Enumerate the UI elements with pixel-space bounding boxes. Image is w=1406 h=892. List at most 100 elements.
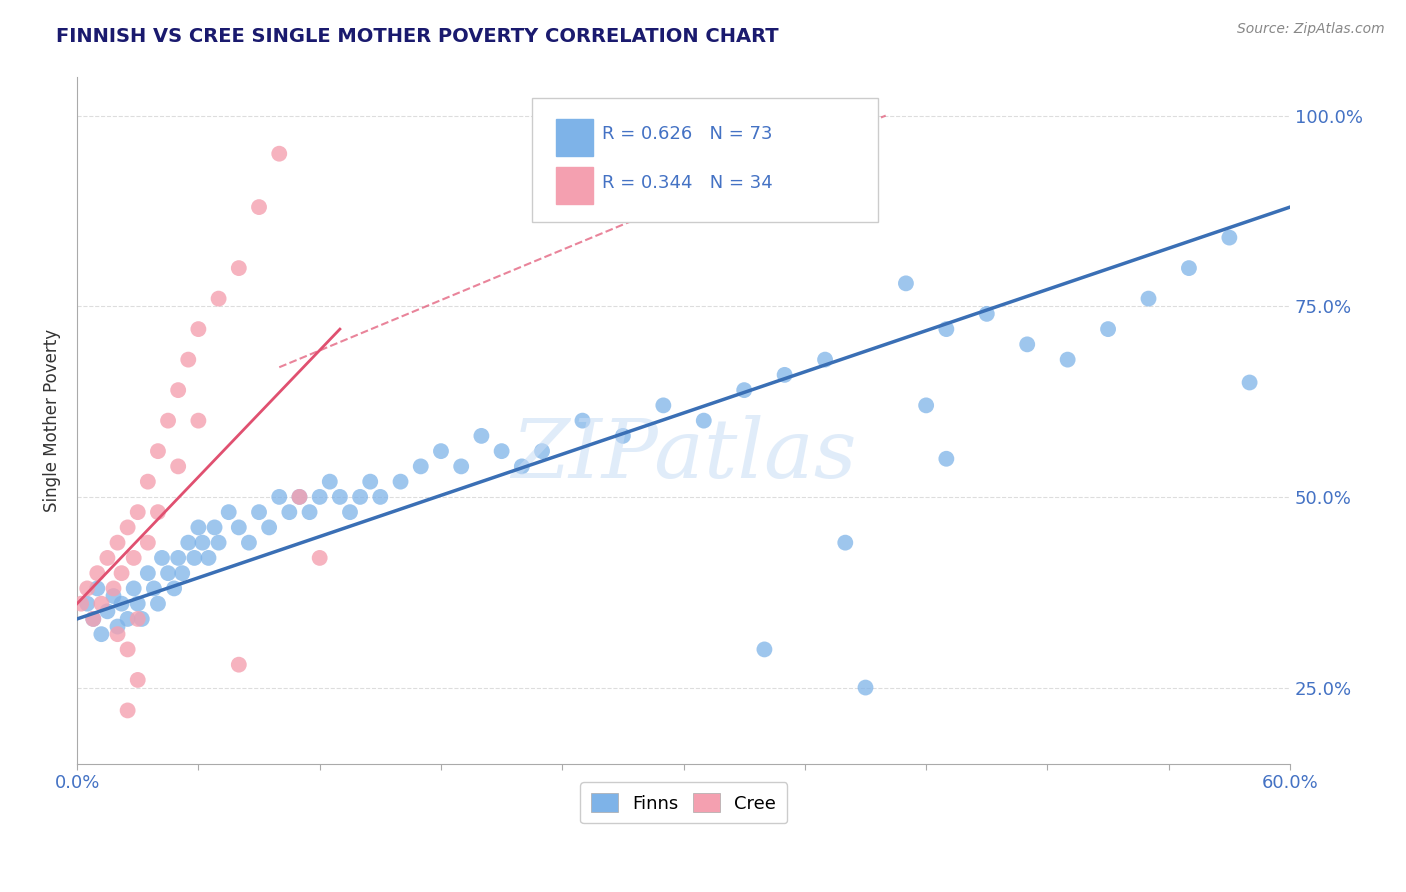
Point (122, 582, 145, 596)
Point (90, 627, 112, 641)
Point (1017, 337, 1039, 351)
Point (298, 505, 321, 519)
Point (177, 352, 200, 367)
Point (1239, 376, 1261, 390)
Point (127, 597, 149, 611)
Point (247, 200, 270, 214)
Point (733, 383, 755, 397)
Point (107, 535, 129, 549)
Point (450, 459, 472, 474)
Point (167, 383, 190, 397)
Point (117, 612, 139, 626)
Text: Source: ZipAtlas.com: Source: ZipAtlas.com (1237, 22, 1385, 37)
Point (612, 429, 634, 443)
Point (228, 261, 250, 276)
Point (127, 505, 149, 519)
Point (409, 459, 432, 474)
Text: ZIPatlas: ZIPatlas (510, 415, 856, 495)
Point (370, 490, 392, 504)
Point (191, 535, 214, 549)
Point (269, 146, 291, 161)
Point (163, 582, 186, 596)
Point (238, 535, 260, 549)
Point (127, 612, 149, 626)
Point (117, 642, 139, 657)
Bar (557, 167, 592, 204)
Point (1137, 292, 1160, 306)
Point (1178, 261, 1201, 276)
Point (131, 612, 153, 626)
Point (136, 475, 159, 489)
Point (76, 597, 98, 611)
Point (177, 535, 200, 549)
Point (278, 505, 301, 519)
Point (288, 490, 311, 504)
Point (814, 352, 837, 367)
Point (103, 582, 125, 596)
Point (339, 505, 361, 519)
Point (359, 475, 381, 489)
Point (183, 550, 205, 565)
Point (197, 550, 219, 565)
Point (96, 550, 118, 565)
Point (510, 459, 533, 474)
Point (117, 520, 139, 534)
Point (470, 429, 492, 443)
Point (531, 444, 554, 458)
Point (976, 307, 998, 321)
Text: R = 0.344   N = 34: R = 0.344 N = 34 (602, 174, 773, 192)
Point (693, 414, 716, 428)
Point (150, 550, 173, 565)
Point (82, 612, 104, 626)
Point (855, 681, 877, 695)
Point (349, 490, 371, 504)
Point (117, 703, 139, 717)
Point (187, 520, 209, 534)
Point (935, 451, 957, 466)
Point (269, 490, 291, 504)
Point (1097, 322, 1119, 336)
Text: FINNISH VS CREE SINGLE MOTHER POVERTY CORRELATION CHART: FINNISH VS CREE SINGLE MOTHER POVERTY CO… (56, 27, 779, 45)
Legend: Finns, Cree: Finns, Cree (579, 782, 787, 823)
Point (136, 566, 159, 581)
Point (389, 475, 412, 489)
Point (122, 550, 145, 565)
Point (146, 444, 169, 458)
Point (167, 459, 190, 474)
Point (207, 292, 229, 306)
Point (157, 414, 180, 428)
Point (834, 535, 856, 549)
Point (247, 505, 270, 519)
Point (82, 612, 104, 626)
Point (187, 322, 209, 336)
Point (110, 597, 132, 611)
Point (773, 368, 796, 382)
Point (308, 490, 330, 504)
Point (319, 475, 342, 489)
Point (329, 490, 352, 504)
Point (172, 566, 194, 581)
Point (142, 582, 165, 596)
Point (187, 414, 209, 428)
Point (103, 589, 125, 603)
Point (218, 505, 240, 519)
Point (86, 582, 108, 596)
Bar (557, 119, 592, 156)
Point (127, 673, 149, 687)
Point (136, 535, 159, 549)
Point (228, 657, 250, 672)
Point (157, 566, 180, 581)
Point (86, 566, 108, 581)
Point (1218, 230, 1240, 244)
Point (90, 597, 112, 611)
Text: R = 0.626   N = 73: R = 0.626 N = 73 (602, 126, 773, 144)
Point (70, 597, 93, 611)
Point (935, 322, 957, 336)
Point (107, 619, 129, 633)
Point (915, 398, 938, 412)
Point (228, 520, 250, 534)
Point (571, 414, 593, 428)
Point (308, 550, 330, 565)
Point (288, 490, 311, 504)
Point (110, 566, 132, 581)
